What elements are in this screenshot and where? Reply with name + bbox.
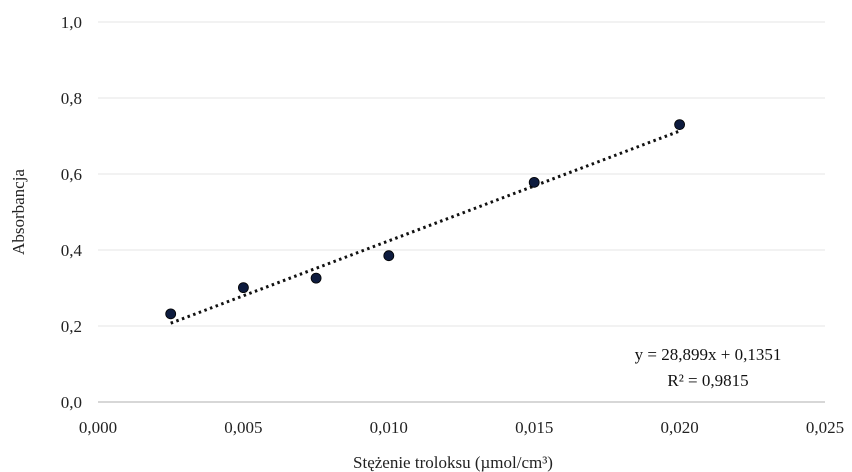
x-tick-label: 0,005 <box>224 418 262 437</box>
data-point <box>165 308 177 320</box>
y-tick-label: 0,2 <box>61 317 82 336</box>
y-tick-label: 0,0 <box>61 393 82 412</box>
data-point <box>310 272 322 284</box>
trendline-equation: y = 28,899x + 0,1351 <box>635 345 782 364</box>
ticks-layer: 0,0 0,2 0,4 0,6 0,8 1,0 0,000 0,005 0,010 0,015 0,… <box>61 13 844 437</box>
x-tick-label: 0,015 <box>515 418 553 437</box>
x-tick-label: 0,025 <box>806 418 844 437</box>
trendline-layer <box>170 129 681 325</box>
data-point <box>674 119 685 130</box>
x-tick-label: 0,010 <box>370 418 408 437</box>
y-tick-label: 0,8 <box>61 89 82 108</box>
data-point <box>237 282 249 294</box>
x-tick-label: 0,020 <box>660 418 698 437</box>
x-tick-label: 0,000 <box>79 418 117 437</box>
trendline <box>170 129 681 325</box>
y-tick-label: 1,0 <box>61 13 82 32</box>
data-point <box>528 176 540 188</box>
data-point <box>383 250 395 262</box>
y-axis-title: Absorbancja <box>9 169 28 255</box>
y-tick-label: 0,4 <box>61 241 83 260</box>
r-squared: R² = 0,9815 <box>667 371 748 390</box>
points-layer <box>165 119 685 320</box>
grid-layer <box>98 21 825 327</box>
x-axis-title: Stężenie troloksu (µmol/cm³) <box>353 453 553 472</box>
y-tick-label: 0,6 <box>61 165 82 184</box>
